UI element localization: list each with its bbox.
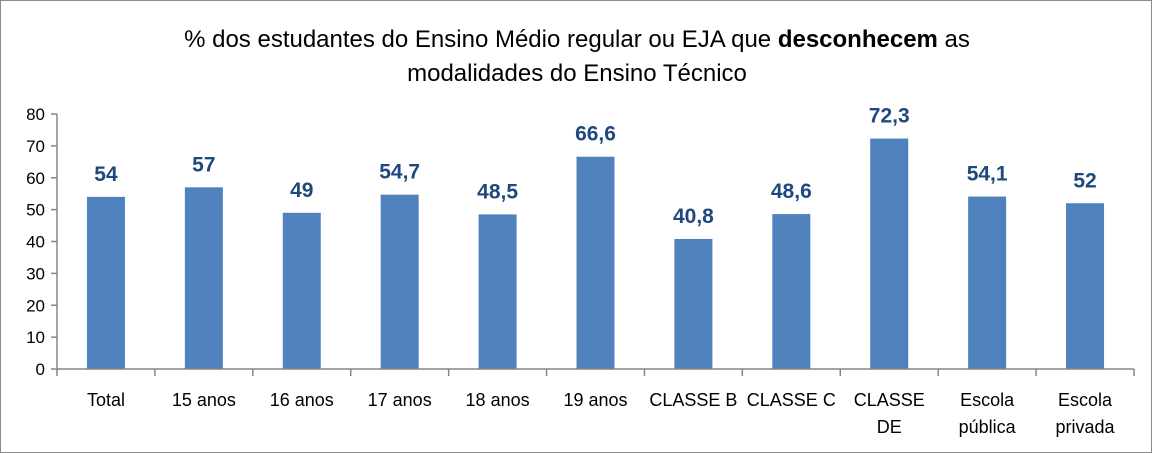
y-tick-label: 20 [26, 296, 45, 315]
y-tick-label: 40 [26, 233, 45, 252]
bar [968, 196, 1007, 369]
bar-value-label: 49 [290, 179, 313, 202]
data-labels: 54 57 49 54,7 48,5 66,6 40,8 48,6 72,3 54,1 52 [94, 105, 1096, 228]
x-category-label: CLASSE B [649, 390, 737, 410]
y-tick-label: 60 [26, 169, 45, 188]
x-category-label: Total [87, 390, 125, 410]
bar-value-label: 48,5 [477, 180, 518, 203]
bar [870, 138, 909, 369]
x-category-label: Escola privada [1056, 390, 1116, 437]
y-tick-label: 0 [36, 360, 45, 379]
bar-value-label: 54,1 [967, 163, 1008, 186]
x-category-label: 16 anos [270, 390, 334, 410]
bar [86, 196, 125, 369]
y-tick-label: 10 [26, 328, 45, 347]
bar [282, 212, 321, 369]
x-category-label: 15 anos [172, 390, 236, 410]
chart-title-line-2: modalidades do Ensino Técnico [407, 60, 747, 87]
bar-value-label: 72,3 [869, 105, 910, 128]
bar [478, 214, 517, 369]
y-tick-label: 80 [26, 105, 45, 124]
bar-value-label: 40,8 [673, 205, 714, 228]
bar-value-label: 48,6 [771, 180, 812, 203]
bar [772, 214, 811, 369]
y-tick-label: 50 [26, 201, 45, 220]
bar [184, 187, 223, 369]
y-axis: 0 10 20 30 40 50 60 70 80 [26, 105, 58, 379]
bar [1066, 203, 1105, 369]
x-category-label: Escola pública [959, 390, 1017, 437]
x-category-label: CLASSE DE [854, 390, 925, 437]
x-category-label: CLASSE C [747, 390, 836, 410]
bar [674, 238, 713, 369]
bar-value-label: 57 [192, 153, 215, 176]
bar-value-label: 66,6 [575, 123, 616, 146]
bar-value-label: 54,7 [379, 161, 420, 184]
x-category-label: 17 anos [368, 390, 432, 410]
bars [86, 138, 1105, 369]
x-axis: Total 15 anos 16 anos 17 anos 18 anos 19 anos… [56, 368, 1135, 437]
bar [380, 194, 419, 369]
bar-value-label: 54 [94, 163, 118, 186]
chart-title-line-1: % dos estudantes do Ensino Médio regular… [184, 26, 970, 53]
chart-title-suffix: as [938, 26, 970, 53]
x-category-label: 18 anos [466, 390, 530, 410]
bar [576, 156, 615, 369]
bar-value-label: 52 [1073, 169, 1096, 192]
x-category-label: 19 anos [563, 390, 627, 410]
chart-title-prefix: % dos estudantes do Ensino Médio regular… [184, 26, 778, 53]
y-tick-label: 30 [26, 264, 45, 283]
y-tick-label: 70 [26, 137, 45, 156]
chart-title-bold-word: desconhecem [778, 26, 938, 53]
